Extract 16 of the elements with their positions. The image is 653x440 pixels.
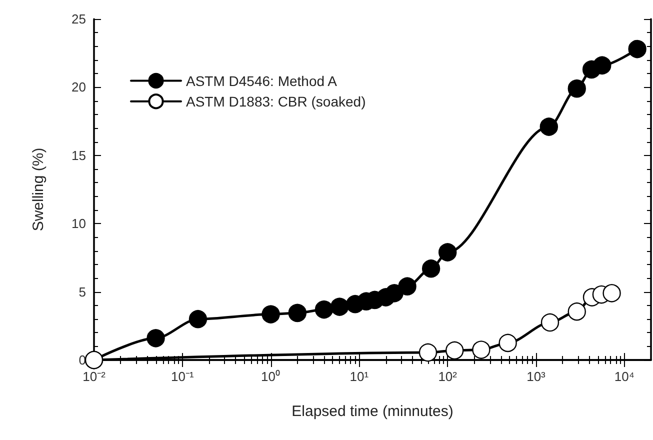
legend-label: ASTM D1883: CBR (soaked) — [186, 93, 366, 110]
x-tick-label: 10⁻² — [82, 369, 106, 384]
y-tick-label: 10 — [72, 216, 86, 232]
x-axis-title: Elapsed time (minnutes) — [292, 403, 454, 420]
x-tick-label: 10⁴ — [614, 369, 634, 384]
x-tick-label: 10⁻¹ — [171, 369, 194, 384]
x-tick-label: 10³ — [526, 369, 546, 384]
x-tick-label: 10² — [438, 369, 458, 384]
y-tick-label: 20 — [72, 80, 86, 95]
y-axis-title: Swelling (%) — [30, 148, 47, 232]
x-tick-label: 10⁰ — [261, 369, 281, 384]
y-tick-label: 5 — [78, 284, 86, 300]
x-tick-label: 10¹ — [350, 369, 370, 384]
y-tick-label: 25 — [72, 12, 86, 26]
legend-label: ASTM D4546: Method A — [186, 72, 338, 89]
y-tick-label: 15 — [72, 148, 86, 163]
